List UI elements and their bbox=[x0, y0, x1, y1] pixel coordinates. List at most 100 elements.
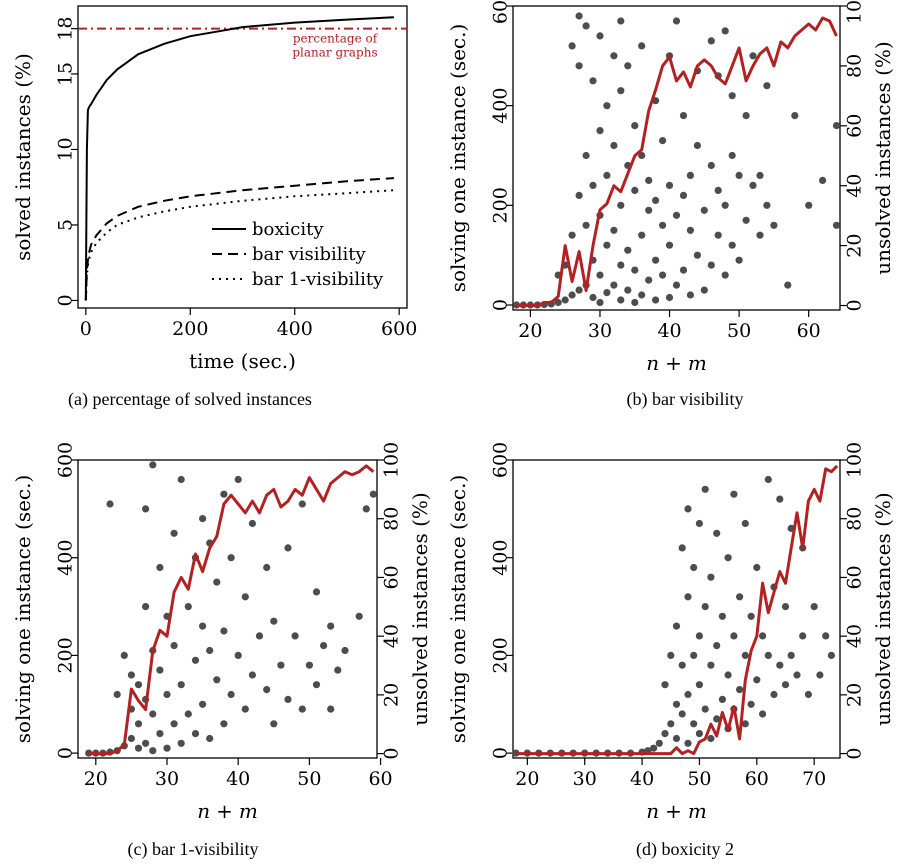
y-right-tick-label: 80 bbox=[381, 507, 403, 531]
y-tick-label: 200 bbox=[490, 637, 512, 673]
scatter-point bbox=[561, 296, 569, 304]
scatter-point bbox=[589, 77, 597, 85]
scatter-point bbox=[327, 705, 335, 713]
scatter-point bbox=[827, 651, 836, 660]
scatter-point bbox=[617, 87, 625, 95]
scatter-point bbox=[199, 700, 207, 708]
legend-entry: bar 1-visibility bbox=[252, 269, 384, 290]
y-tick-label: 0 bbox=[55, 747, 77, 759]
scatter-point bbox=[617, 261, 625, 269]
scatter-point bbox=[776, 495, 784, 503]
scatter-point bbox=[227, 690, 235, 699]
x-tick-label: 400 bbox=[277, 318, 313, 340]
scatter-point bbox=[684, 505, 692, 513]
unsolved-percentage-line bbox=[88, 464, 375, 756]
scatter-point bbox=[334, 666, 342, 674]
y-tick-label: 0 bbox=[55, 294, 77, 306]
x-tick-label: 50 bbox=[687, 768, 711, 790]
scatter-point bbox=[106, 500, 114, 508]
scatter-point bbox=[234, 475, 242, 484]
scatter-point bbox=[142, 739, 150, 747]
scatter-point bbox=[770, 221, 778, 229]
scatter-point bbox=[763, 201, 771, 209]
scatter-point bbox=[747, 700, 755, 708]
x-tick-label: 60 bbox=[797, 320, 821, 342]
scatter-point bbox=[686, 171, 695, 179]
scatter-point bbox=[631, 186, 639, 194]
scatter-point bbox=[793, 671, 801, 679]
y-right-tick-label: 0 bbox=[381, 748, 403, 760]
y-tick-label: 15 bbox=[55, 62, 77, 86]
scatter-point bbox=[695, 730, 704, 738]
scatter-point bbox=[700, 286, 708, 294]
scatter-point bbox=[736, 593, 744, 601]
x-tick-label: 40 bbox=[226, 768, 250, 790]
x-tick-label: 70 bbox=[802, 768, 826, 790]
scatter-point bbox=[764, 651, 772, 660]
scatter-point bbox=[678, 661, 686, 669]
scatter-point bbox=[816, 671, 824, 679]
x-axis-label-part: + bbox=[665, 799, 682, 823]
scatter-point bbox=[638, 291, 646, 299]
y-right-tick-label: 100 bbox=[844, 0, 866, 24]
panel-a-solved-percentage: 0 200 400 600 0 5 10 15 18 time (sec.) solved inst… bbox=[11, 5, 417, 410]
scatter-point bbox=[753, 563, 761, 572]
scatter-point bbox=[686, 291, 695, 299]
scatter-point bbox=[610, 52, 618, 60]
scatter-point bbox=[568, 42, 576, 50]
scatter-point bbox=[701, 603, 709, 611]
scatter-point bbox=[270, 617, 278, 625]
y-right-axis-label: unsolved instances (%) bbox=[871, 41, 895, 274]
scatter-point bbox=[672, 17, 681, 25]
legend-entry: bar visibility bbox=[252, 244, 367, 265]
scatter-point bbox=[312, 681, 321, 689]
scatter-point bbox=[724, 554, 732, 562]
scatter-point bbox=[575, 191, 583, 199]
scatter-point bbox=[659, 137, 667, 145]
scatter-point bbox=[170, 529, 178, 537]
scatter-point bbox=[631, 298, 639, 307]
x-axis-label: n + m bbox=[197, 799, 258, 823]
scatter-point bbox=[149, 710, 157, 718]
scatter-point bbox=[781, 681, 790, 689]
x-tick-label: 60 bbox=[745, 768, 769, 790]
scatter-point bbox=[631, 122, 639, 130]
y-right-tick-label: 60 bbox=[381, 565, 403, 589]
y-right-tick-label: 80 bbox=[844, 507, 866, 531]
x-axis-label-part: n bbox=[197, 799, 210, 823]
scatter-point bbox=[728, 241, 736, 249]
scatter-point bbox=[163, 744, 171, 752]
scatter-point bbox=[184, 603, 192, 611]
scatter-point bbox=[638, 151, 646, 160]
scatter-point bbox=[248, 519, 256, 528]
scatter-point bbox=[206, 734, 214, 743]
scatter-point bbox=[672, 281, 681, 289]
scatter-point bbox=[735, 171, 743, 179]
scatter-point bbox=[298, 500, 306, 508]
plot-frame bbox=[512, 5, 841, 311]
scatter-point bbox=[327, 622, 335, 630]
y-right-tick-label: 60 bbox=[844, 114, 866, 138]
scatter-point bbox=[362, 505, 370, 513]
scatter-point bbox=[603, 102, 611, 110]
scatter-point bbox=[695, 632, 704, 640]
scatter-point bbox=[730, 490, 738, 498]
scatter-point bbox=[695, 681, 704, 689]
scatter-point bbox=[707, 573, 715, 581]
scatter-point bbox=[684, 593, 692, 601]
scatter-point bbox=[582, 22, 590, 30]
x-tick-label: 30 bbox=[588, 320, 612, 342]
y-right-tick-label: 100 bbox=[381, 442, 403, 478]
scatter-point bbox=[728, 92, 736, 100]
y-right-axis-label: unsolved instances (%) bbox=[408, 492, 432, 725]
scatter-point bbox=[756, 231, 764, 239]
scatter-point bbox=[763, 82, 771, 90]
scatter-point bbox=[568, 231, 576, 239]
y-tick-label: 0 bbox=[490, 299, 512, 311]
scatter-point bbox=[695, 519, 704, 528]
scatter-point bbox=[596, 127, 604, 135]
scatter-point bbox=[596, 298, 604, 307]
scatter-point bbox=[728, 151, 736, 160]
